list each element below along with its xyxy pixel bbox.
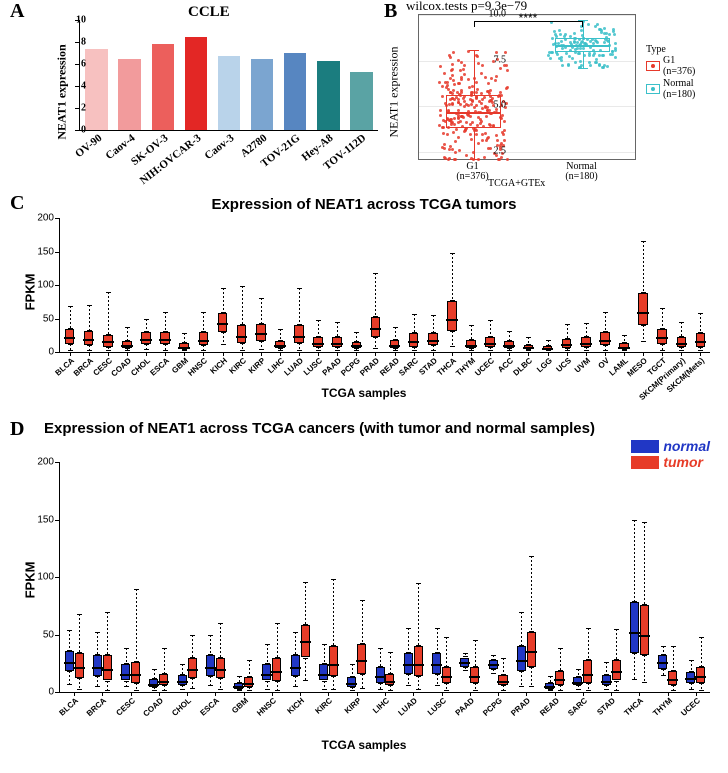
panel-a-bar-chart: A CCLE NEAT1 expression 0246810OV-90Caov… [14, 0, 388, 185]
panel-d-boxplot-grid: D Expression of NEAT1 across TCGA cancer… [14, 420, 714, 760]
bar-Hey-A8 [317, 61, 340, 130]
panel-c-title: Expression of NEAT1 across TCGA tumors [14, 196, 714, 213]
panel-a-title: CCLE [188, 4, 230, 21]
panel-d-title: Expression of NEAT1 across TCGA cancers … [14, 420, 714, 437]
bar-SK-OV-3 [152, 44, 175, 130]
bar-Caov-3 [218, 56, 241, 130]
panel-a-label: A [10, 0, 24, 23]
panel-c-label: C [10, 192, 24, 215]
panel-b-plot: **** [418, 14, 636, 160]
panel-d-label: D [10, 418, 24, 441]
panel-d-legend: normaltumor [631, 438, 710, 470]
panel-b-pvalue: wilcox.tests p=9.3e−79 [406, 0, 527, 14]
panel-d-xlabel: TCGA samples [322, 738, 407, 752]
panel-a-plot [80, 20, 378, 130]
panel-b-ylabel: NEAT1 expression [387, 47, 402, 138]
bar-TOV-112D [350, 72, 373, 130]
bar-Caov-4 [118, 59, 141, 131]
panel-a-ylabel: NEAT1 expression [55, 44, 70, 139]
bar-A2780 [251, 59, 274, 131]
panel-c-boxplot-grid: C Expression of NEAT1 across TCGA tumors… [14, 196, 714, 396]
legend-title: Type [646, 44, 695, 55]
panel-b-xlabel: TCGA+GTEx [488, 178, 545, 189]
panel-d-plot: 050100150200 [60, 462, 710, 692]
panel-b-label: B [384, 0, 397, 23]
panel-b-boxplot: B wilcox.tests p=9.3e−79 NEAT1 expressio… [396, 0, 728, 185]
bar-NIH:OVCAR-3 [185, 37, 208, 131]
bar-TOV-21G [284, 53, 307, 130]
bar-OV-90 [85, 49, 108, 130]
panel-c-plot: 050100150200 [60, 218, 710, 352]
panel-c-xlabel: TCGA samples [322, 386, 407, 400]
panel-d-ylabel: FPKM [23, 562, 38, 599]
panel-c-ylabel: FPKM [23, 274, 38, 311]
panel-b-legend: Type G1(n=376)Normal(n=180) [646, 44, 695, 101]
